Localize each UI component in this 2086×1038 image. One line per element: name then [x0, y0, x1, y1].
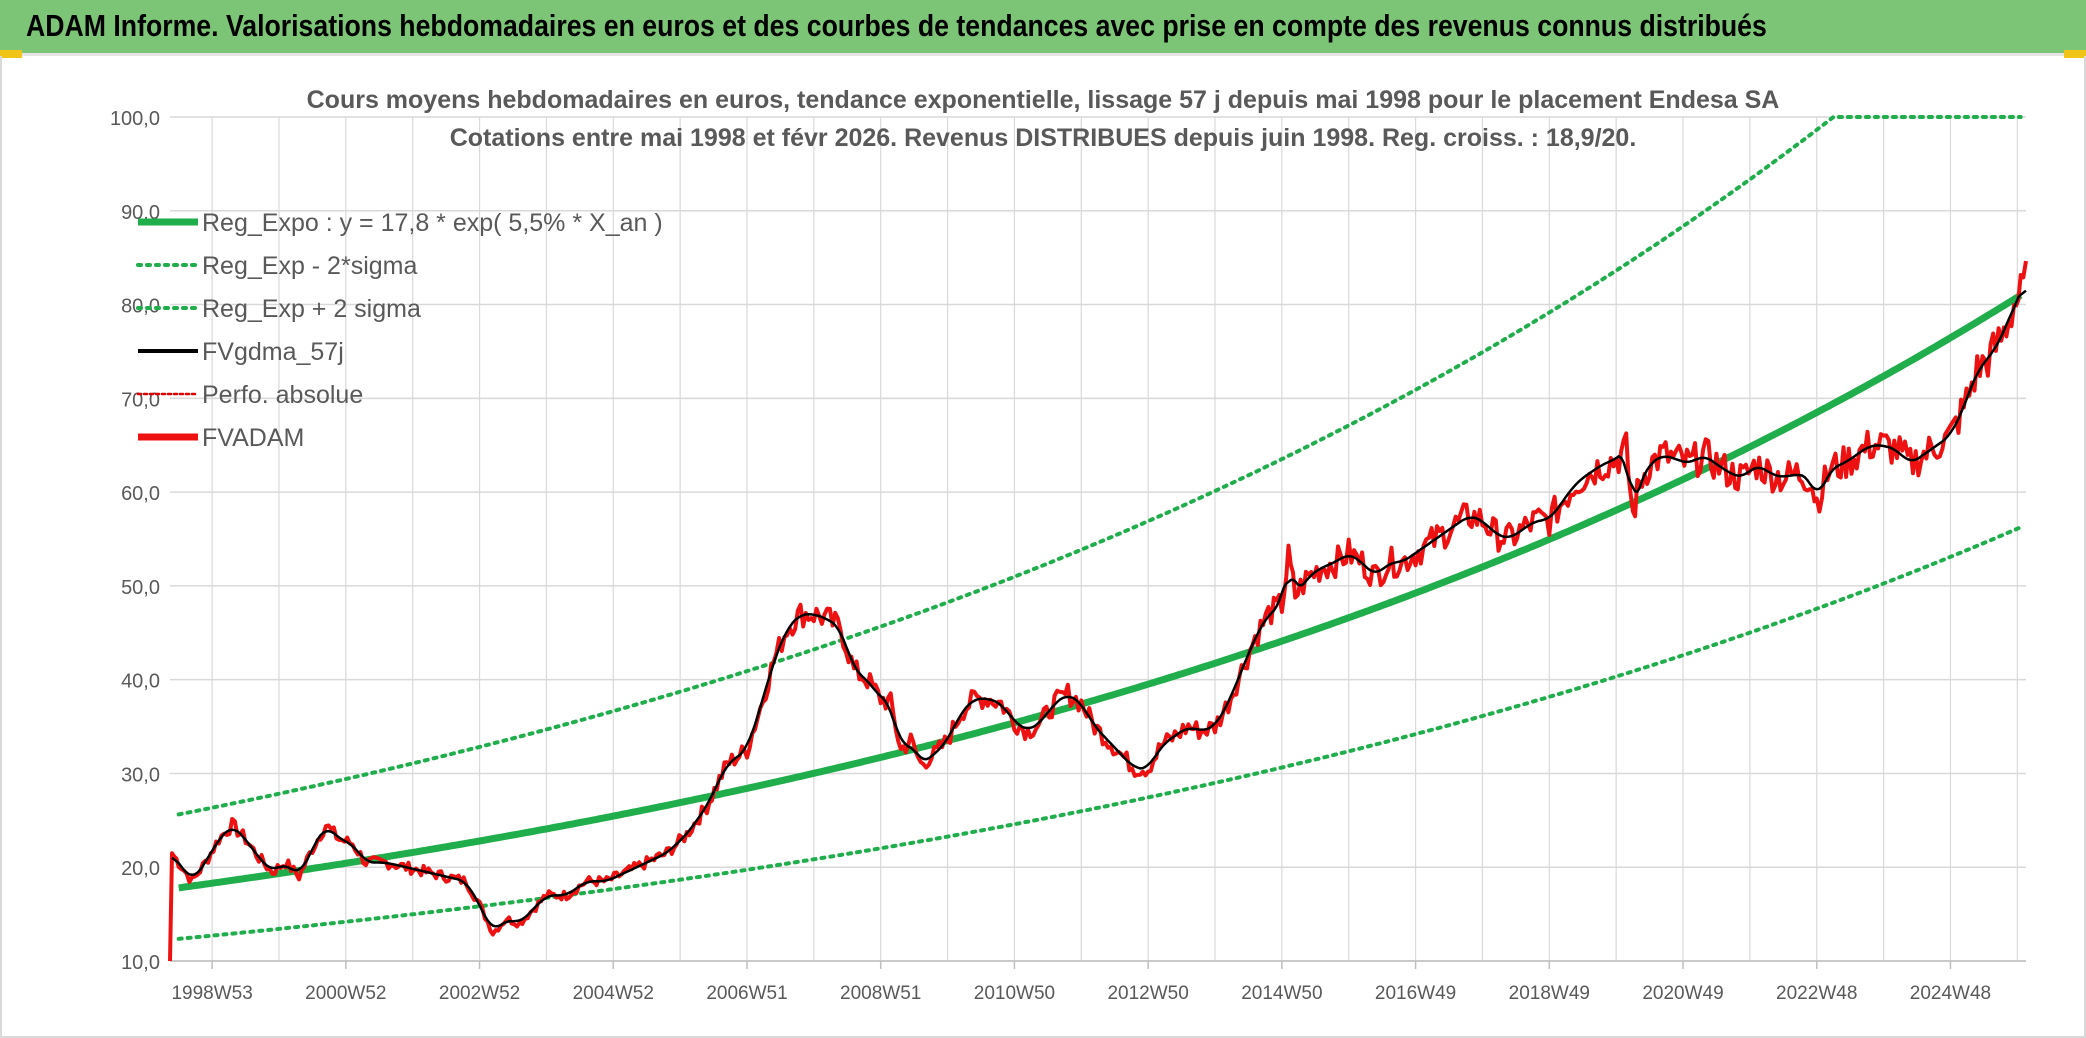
report-title: ADAM Informe. Valorisations hebdomadaire…: [26, 8, 1767, 43]
corner-marker-right: [2064, 50, 2086, 58]
x-tick-label: 2004W52: [573, 983, 654, 1004]
series-reg-exp-minus-2sigma: [176, 525, 2023, 941]
x-tick-label: 2018W49: [1509, 983, 1590, 1004]
report-banner: ADAM Informe. Valorisations hebdomadaire…: [0, 0, 2086, 56]
legend-label: FVgdma_57j: [202, 338, 344, 366]
y-tick-label: 60,0: [121, 483, 160, 505]
y-tick-label: 70,0: [121, 389, 160, 411]
series-fvgdma-57j: [171, 289, 2027, 928]
x-tick-label: 2022W48: [1776, 983, 1857, 1004]
y-axis: 100,090,080,070,060,050,040,030,020,010,…: [110, 108, 160, 974]
legend-label: Perfo. absolue: [202, 381, 363, 409]
x-axis: 1998W53 2000W52 2002W52 2004W52 2006W51 2008W…: [171, 961, 1991, 1004]
x-tick-label: 2008W51: [840, 983, 921, 1004]
series-layer: [168, 115, 2028, 962]
y-tick-label: 40,0: [121, 671, 160, 693]
y-tick-label: 50,0: [121, 577, 160, 599]
y-tick-label: 30,0: [121, 764, 160, 786]
legend-label: Reg_Exp + 2 sigma: [202, 295, 421, 323]
x-tick-label: 2000W52: [305, 983, 386, 1004]
legend-label: Reg_Expo : y = 17,8 * exp( 5,5% * X_an ): [202, 209, 663, 237]
x-tick-label: 1998W53: [171, 983, 252, 1004]
y-tick-label: 100,0: [110, 108, 160, 130]
y-tick-label: 10,0: [121, 952, 160, 974]
legend: Reg_Expo : y = 17,8 * exp( 5,5% * X_an )…: [136, 209, 663, 452]
chart-frame: [0, 56, 2086, 1038]
x-tick-label: 2012W50: [1107, 983, 1188, 1004]
x-tick-label: 2002W52: [439, 983, 520, 1004]
chart-subtitle: Cotations entre mai 1998 et févr 2026. R…: [449, 124, 1637, 152]
legend-label: Reg_Exp - 2*sigma: [202, 252, 417, 280]
x-tick-label: 2024W48: [1910, 983, 1991, 1004]
x-tick-label: 2014W50: [1241, 983, 1322, 1004]
x-tick-label: 2006W51: [706, 983, 787, 1004]
series-fvadam: [168, 260, 2028, 962]
legend-label: FVADAM: [202, 424, 304, 452]
series-reg-expo: [178, 292, 2023, 892]
x-tick-label: 2016W49: [1375, 983, 1456, 1004]
x-tick-label: 2010W50: [974, 983, 1055, 1004]
y-tick-label: 20,0: [121, 858, 160, 880]
chart-title: Cours moyens hebdomadaires en euros, ten…: [306, 86, 1780, 114]
y-tick-label: 90,0: [121, 202, 160, 224]
series-reg-exp-plus-2sigma: [176, 115, 2023, 817]
x-tick-label: 2020W49: [1642, 983, 1723, 1004]
corner-marker-left: [0, 50, 22, 58]
grid-layer: [170, 116, 2026, 962]
